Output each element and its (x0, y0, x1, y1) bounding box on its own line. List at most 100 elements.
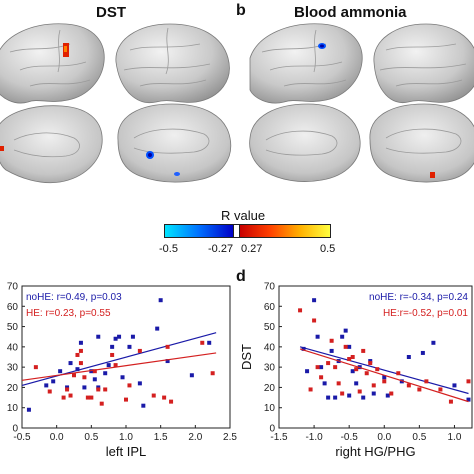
chart-1-xtick-label: -1.0 (305, 432, 323, 443)
chart-1-point-nohe (466, 397, 471, 402)
chart-0-fit-line-he (21, 352, 217, 381)
chart-1-point-nohe (361, 395, 366, 400)
brain-a-lateral (0, 23, 105, 104)
chart-0-point-nohe (96, 385, 101, 390)
chart-0-xtick-label: -0.5 (13, 432, 31, 443)
panel-b-letter: b (236, 2, 246, 19)
chart-1-ytick-label: 0 (269, 424, 275, 435)
chart-1-point-nohe (333, 395, 338, 400)
chart-0-point-he (162, 395, 167, 400)
chart-1-point-he (336, 381, 341, 386)
panel-d-letter: d (236, 268, 246, 285)
chart-0-point-nohe (68, 361, 73, 366)
chart-1-point-nohe (420, 350, 425, 355)
chart-1-point-nohe (382, 375, 387, 380)
chart-1-fit-line-he (299, 348, 469, 403)
chart-0-xtick-label: 1.5 (154, 432, 168, 443)
chart-0-xtick-label: 2.0 (188, 432, 202, 443)
chart-1-point-he (312, 318, 317, 323)
chart-1-point-nohe (319, 365, 324, 370)
chart-1-point-he (396, 371, 401, 376)
chart-0-point-nohe (137, 381, 142, 386)
chart-0-point-he (33, 365, 38, 370)
chart-0-point-nohe (155, 326, 160, 331)
chart-0-ytick-label: 40 (7, 342, 19, 353)
chart-1-point-he (375, 367, 380, 372)
chart-1-point-he (364, 371, 369, 376)
brain-a-medial-right (117, 103, 232, 183)
chart-1-point-nohe (406, 355, 411, 359)
chart-0-point-nohe (141, 403, 146, 408)
chart-1-point-he (438, 387, 443, 392)
chart-1-point-nohe (326, 395, 331, 400)
chart-1-point-nohe (347, 393, 352, 398)
chart-0-point-nohe (89, 369, 94, 374)
chart-0-point-he (72, 373, 76, 378)
chart-0-point-he (169, 399, 174, 404)
chart-1-ytick-label: 70 (264, 282, 276, 293)
chart-0-point-nohe (92, 377, 97, 382)
chart-1-point-he (319, 375, 324, 380)
chart-1-point-he (361, 348, 366, 353)
chart-1-point-he (354, 367, 359, 372)
chart-0-fit-line-nohe (21, 332, 217, 386)
chart-1-point-nohe (371, 391, 376, 396)
chart-0-xlabel: left IPL (106, 444, 146, 459)
chart-1-point-nohe (354, 381, 359, 386)
chart-0-point-nohe (51, 379, 56, 384)
chart-1-fit-line-nohe (299, 346, 469, 395)
chart-0-point-nohe (120, 375, 125, 380)
chart-1-point-nohe (385, 393, 390, 398)
chart-0-point-he (99, 401, 104, 406)
chart-0-point-nohe (110, 344, 115, 349)
chart-0-point-nohe (117, 334, 122, 339)
chart-0-annotation-nohe: noHE: r=0.49, p=0.03 (26, 292, 122, 303)
chart-1-point-he (406, 383, 411, 388)
chart-1-point-nohe (312, 298, 317, 303)
activation-red-a2 (0, 146, 4, 151)
chart-1-xtick-label: 1.0 (448, 432, 462, 443)
chart-0-xtick-label: 0.0 (50, 432, 64, 443)
chart-0-ytick-label: 0 (12, 424, 18, 435)
chart-0-point-nohe (130, 334, 135, 339)
chart-1-point-he (357, 389, 362, 394)
chart-0-ytick-label: 70 (7, 282, 19, 293)
chart-1-xtick-label: -1.5 (270, 432, 288, 443)
chart-1-xtick-label: -0.5 (341, 432, 359, 443)
chart-0-point-he (47, 389, 52, 394)
chart-0-xtick-label: 2.5 (223, 432, 237, 443)
chart-1-point-he (424, 379, 429, 384)
chart-0-point-nohe (44, 383, 49, 388)
chart-0-point-nohe (165, 359, 170, 364)
chart-0-point-he (65, 387, 70, 392)
brain-b-lateral (249, 23, 363, 104)
chart-0-point-nohe (189, 373, 194, 378)
chart-1-point-he (371, 383, 376, 388)
chart-1-point-he (329, 338, 334, 343)
chart-1-point-he (298, 308, 303, 313)
chart-0-point-nohe (96, 334, 101, 339)
chart-0-point-he (96, 387, 101, 392)
scatter-right-hg-phg: 0 10 20 30 40 50 60 70 -1.5 -1.0 -0.5 0.0 0.5 1.0 righ… (239, 282, 473, 459)
chart-0-point-nohe (113, 336, 118, 341)
chart-1-point-he (368, 361, 373, 366)
chart-0-point-nohe (103, 371, 108, 376)
brain-b-medial (249, 103, 361, 182)
chart-0-ytick-label: 50 (7, 322, 19, 333)
chart-1-ytick-label: 30 (264, 363, 276, 374)
chart-0-point-he (127, 383, 132, 388)
chart-0-point-he (78, 361, 83, 366)
chart-0-point-he (110, 352, 115, 357)
brain-b-lateral-right (373, 23, 474, 104)
chart-1-xlabel: right HG/PHG (335, 444, 415, 459)
activation-blue-a2 (174, 172, 180, 176)
chart-0-point-he (75, 352, 80, 357)
chart-0-xtick-label: 0.5 (84, 432, 98, 443)
chart-1-point-he (347, 357, 352, 362)
chart-0-point-he (61, 395, 66, 400)
chart-1-point-he (315, 365, 320, 370)
brain-b-medial-right (369, 103, 474, 183)
chart-0-point-he (210, 371, 215, 376)
activation-red-b1 (430, 172, 435, 178)
colorbar-pos-min: 0.27 (241, 243, 263, 255)
